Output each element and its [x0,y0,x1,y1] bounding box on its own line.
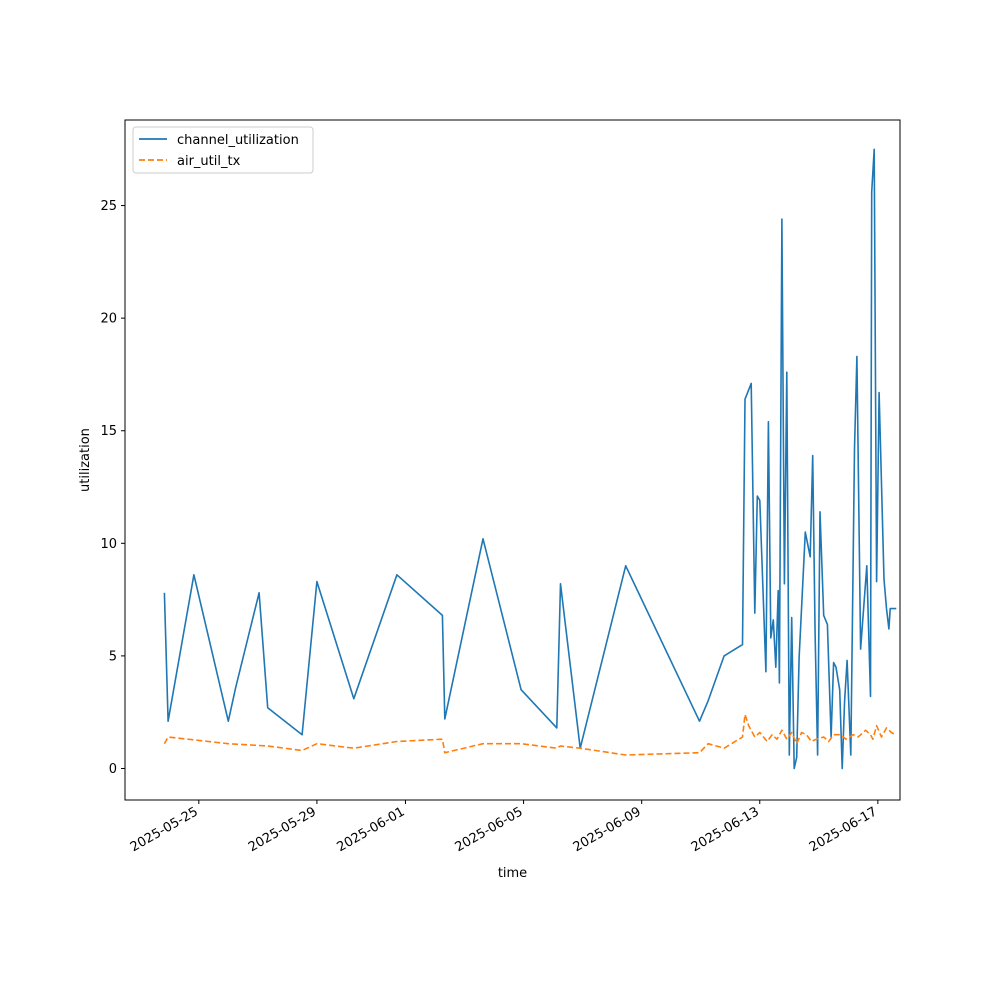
y-tick-label: 20 [100,312,117,327]
legend-box [132,126,314,174]
y-tick-label: 0 [109,762,117,777]
series-line-channel-utilization [163,148,897,770]
series-line-air-util-tx [163,713,896,756]
x-axis-title: time [498,866,527,881]
y-axis-title: utilization [78,428,93,492]
legend-label-air-util-tx: air_util_tx [177,154,241,169]
y-tick-label: 5 [109,649,117,664]
y-tick-label: 15 [100,424,117,439]
legend: channel_utilization air_util_tx [132,126,314,174]
plot-frame [124,119,901,801]
y-tick-label: 25 [100,199,117,214]
legend-label-channel-utilization: channel_utilization [177,133,299,148]
y-tick-label: 10 [100,537,117,552]
y-axis: 0 5 10 15 20 25 [100,199,125,777]
series-layer [163,148,897,770]
